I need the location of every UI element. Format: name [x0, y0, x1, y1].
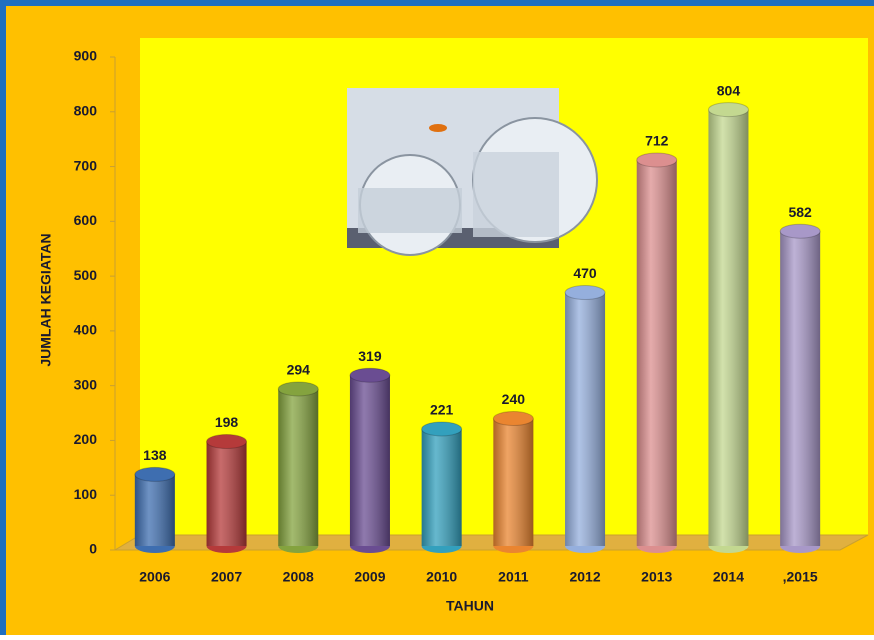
y-tick-label: 600 — [74, 212, 98, 228]
x-tick-label: ,2015 — [783, 569, 818, 585]
y-tick-label: 0 — [89, 541, 97, 557]
value-label: 470 — [573, 265, 597, 281]
bar-top — [349, 367, 391, 383]
y-tick-label: 700 — [74, 157, 98, 173]
x-axis-label: TAHUN — [446, 598, 494, 614]
value-label: 712 — [645, 133, 669, 149]
bar-top — [134, 466, 176, 482]
picture — [347, 88, 598, 256]
x-tick-label: 2014 — [713, 569, 744, 585]
value-label: 804 — [717, 82, 741, 98]
bar-top — [564, 285, 606, 301]
bar-top — [779, 223, 821, 239]
y-tick-label: 800 — [74, 102, 98, 118]
x-tick-label: 2008 — [283, 569, 314, 585]
x-tick-label: 2012 — [569, 569, 600, 585]
bar-top — [707, 102, 749, 118]
x-tick-label: 2006 — [139, 569, 170, 585]
bar-shade — [421, 428, 462, 546]
y-tick-label: 500 — [74, 267, 98, 283]
bar-shade — [206, 441, 247, 546]
x-tick-label: 2009 — [354, 569, 385, 585]
x-tick-label: 2011 — [498, 569, 529, 585]
bar-shade — [565, 292, 606, 546]
value-label: 319 — [358, 348, 382, 364]
bar-shade — [780, 231, 821, 546]
bar-shade — [134, 474, 175, 546]
bar-shade — [493, 418, 534, 546]
bar-top — [492, 411, 534, 427]
bar-shade — [708, 109, 749, 546]
x-tick-label: 2013 — [641, 569, 672, 585]
y-tick-label: 400 — [74, 322, 98, 338]
bar-top — [277, 381, 319, 397]
y-tick-label: 300 — [74, 376, 98, 392]
x-tick-label: 2010 — [426, 569, 457, 585]
value-label: 198 — [215, 414, 239, 430]
bar-top — [206, 434, 248, 450]
y-tick-label: 100 — [74, 486, 98, 502]
bar-shade — [278, 388, 319, 546]
value-label: 138 — [143, 447, 167, 463]
bar-top — [636, 152, 678, 168]
x-tick-label: 2007 — [211, 569, 242, 585]
value-label: 582 — [788, 204, 812, 220]
bar-shade — [349, 375, 390, 546]
value-label: 221 — [430, 402, 454, 418]
y-tick-label: 900 — [74, 48, 98, 64]
value-label: 240 — [502, 391, 526, 407]
y-axis-label: JUMLAH KEGIATAN — [38, 233, 54, 366]
bar-shade — [636, 159, 677, 546]
bar-top — [421, 421, 463, 437]
y-tick-label: 200 — [74, 431, 98, 447]
value-label: 294 — [287, 362, 311, 378]
